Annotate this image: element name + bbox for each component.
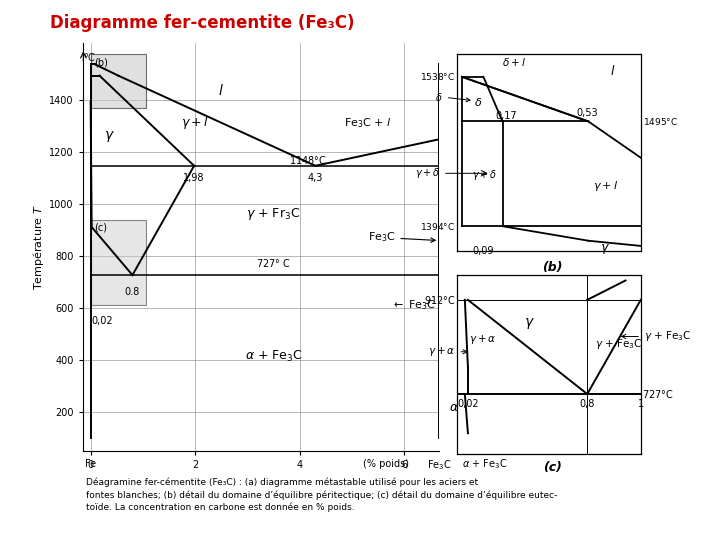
Text: (% poids): (% poids): [364, 458, 410, 469]
Text: (b): (b): [94, 57, 108, 68]
Text: $\gamma + \delta$: $\gamma + \delta$: [472, 168, 497, 183]
Text: $\alpha$ + Fe$_3$C: $\alpha$ + Fe$_3$C: [462, 458, 507, 471]
Text: $\alpha$: $\alpha$: [449, 401, 459, 414]
Text: $\delta + l$: $\delta + l$: [503, 57, 526, 69]
Text: Concentration $C$ $\longrightarrow$: Concentration $C$ $\longrightarrow$: [202, 480, 315, 491]
Text: 727$°$ C: 727$°$ C: [256, 256, 291, 268]
Text: $\gamma$: $\gamma$: [523, 316, 534, 332]
Text: $\delta$: $\delta$: [436, 91, 470, 103]
Text: $\gamma + l$: $\gamma + l$: [593, 179, 618, 193]
Text: (b): (b): [542, 261, 563, 274]
Text: $l$: $l$: [218, 83, 224, 98]
Text: $\gamma$ + Fe$_3$C: $\gamma$ + Fe$_3$C: [595, 336, 642, 350]
Text: 912$°$C: 912$°$C: [424, 294, 456, 306]
Text: $\gamma$: $\gamma$: [600, 242, 611, 256]
Text: $\leftarrow$ Fe$_3$C: $\leftarrow$ Fe$_3$C: [391, 298, 436, 312]
Text: $°$C: $°$C: [84, 51, 96, 63]
Text: 1148$°$C: 1148$°$C: [289, 154, 327, 166]
Bar: [91, 220, 145, 306]
Text: (c): (c): [94, 222, 107, 232]
Text: 1: 1: [638, 399, 644, 409]
Text: $\gamma$: $\gamma$: [104, 129, 114, 144]
Text: Diagramme fer-cementite (Fe₃C): Diagramme fer-cementite (Fe₃C): [50, 14, 355, 31]
Text: $\gamma + \alpha$: $\gamma + \alpha$: [428, 345, 467, 358]
Text: 0,09: 0,09: [472, 246, 494, 256]
Text: Fe: Fe: [85, 458, 96, 469]
Text: $\gamma + l$: $\gamma + l$: [181, 114, 210, 131]
Text: 0,8: 0,8: [580, 399, 595, 409]
Text: 0,02: 0,02: [91, 316, 113, 326]
Text: 4,3: 4,3: [307, 173, 323, 183]
Text: $\gamma$ + Fr$_3$C: $\gamma$ + Fr$_3$C: [246, 206, 301, 222]
Text: Fe$_3$C: Fe$_3$C: [368, 231, 435, 245]
Text: 1538$°$C: 1538$°$C: [420, 71, 455, 82]
Text: $l$: $l$: [610, 64, 615, 78]
Text: 727$°$C: 727$°$C: [642, 388, 674, 400]
Text: $\gamma + \alpha$: $\gamma + \alpha$: [469, 333, 497, 346]
Text: (a): (a): [249, 494, 266, 507]
Text: $\alpha$ + Fe$_3$C: $\alpha$ + Fe$_3$C: [245, 349, 302, 364]
Text: 0,17: 0,17: [495, 111, 517, 122]
Text: $\gamma$ + Fe$_3$C: $\gamma$ + Fe$_3$C: [621, 329, 691, 343]
Text: 1,98: 1,98: [184, 173, 205, 183]
Text: 1495$°$C: 1495$°$C: [643, 116, 678, 127]
Bar: [91, 53, 145, 108]
Text: Fe$_3$C + $l$: Fe$_3$C + $l$: [343, 116, 392, 130]
Text: Déagramine fer-cémentite (Fe₃C) : (a) diagramme métastable utilisé pour les acie: Déagramine fer-cémentite (Fe₃C) : (a) di…: [86, 478, 558, 512]
Text: $\gamma + \delta$: $\gamma + \delta$: [415, 166, 441, 180]
Text: Fe$_3$C: Fe$_3$C: [427, 458, 451, 472]
Text: (c): (c): [543, 461, 562, 474]
Text: 1394$°$C: 1394$°$C: [420, 221, 455, 232]
Y-axis label: Température $T$: Température $T$: [32, 204, 46, 290]
Text: 0.8: 0.8: [125, 287, 140, 298]
Text: 0,53: 0,53: [577, 108, 598, 118]
Text: 0,02: 0,02: [457, 399, 479, 409]
Text: $\delta$: $\delta$: [474, 96, 482, 108]
